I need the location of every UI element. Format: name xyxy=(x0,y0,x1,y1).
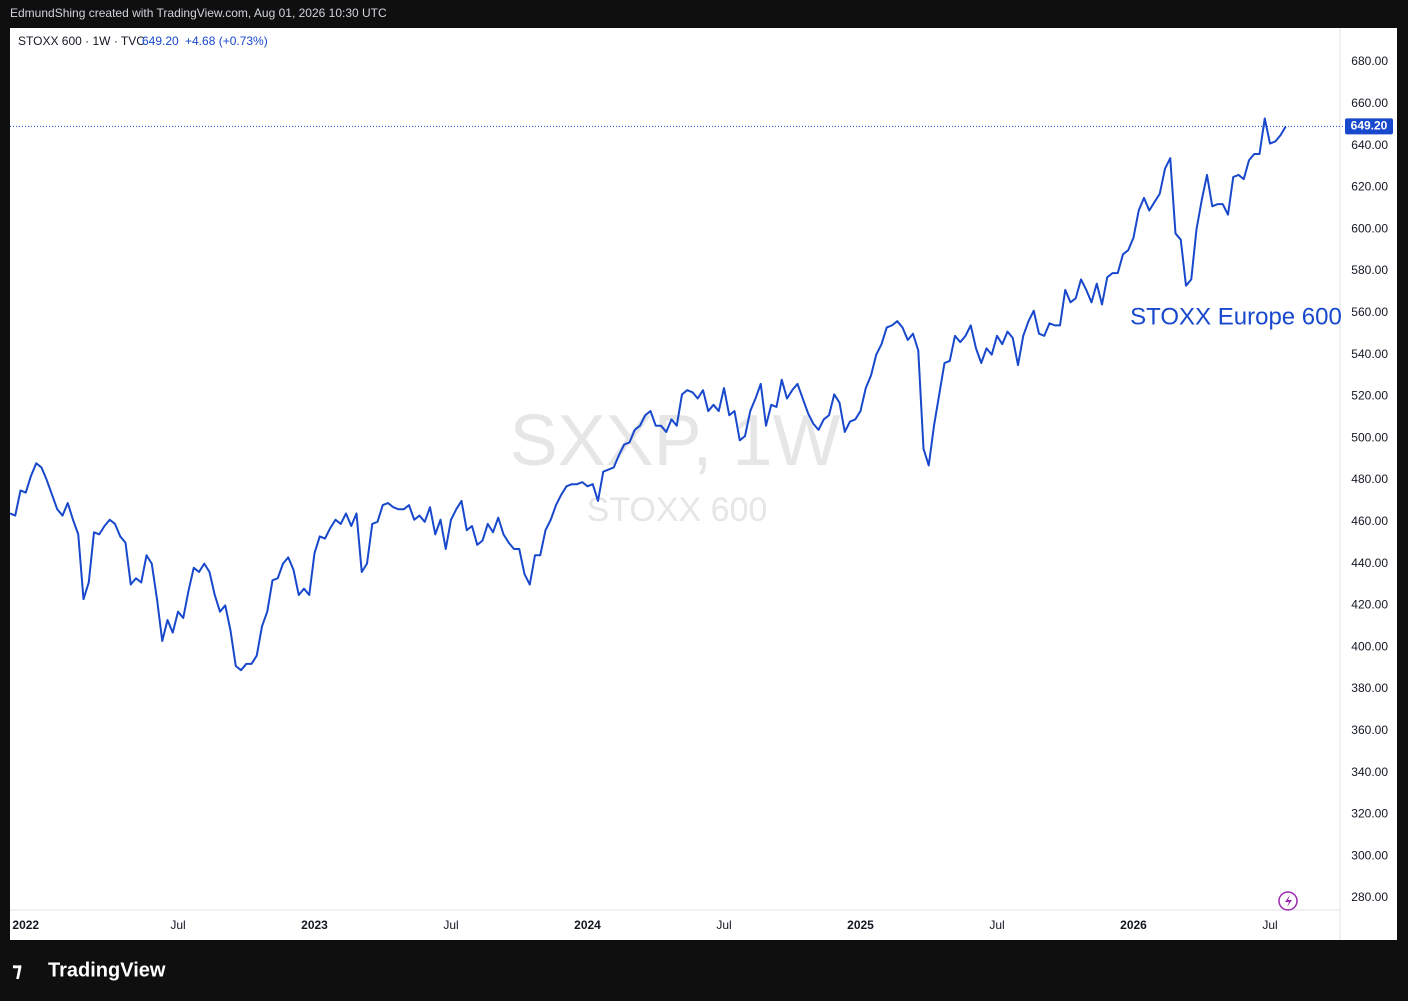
y-tick-label: 320.00 xyxy=(1351,807,1388,821)
logo-mark: ⁊ xyxy=(12,959,22,981)
change: +4.68 (+0.73%) xyxy=(185,34,268,48)
x-tick-label: 2025 xyxy=(847,918,874,932)
y-tick-label: 440.00 xyxy=(1351,556,1388,570)
x-tick-label: 2023 xyxy=(301,918,328,932)
y-tick-label: 400.00 xyxy=(1351,639,1388,653)
y-tick-label: 360.00 xyxy=(1351,723,1388,737)
x-tick-label: 2026 xyxy=(1120,918,1147,932)
y-tick-label: 300.00 xyxy=(1351,848,1388,862)
annotation: STOXX Europe 600 xyxy=(1130,303,1342,330)
alert-icon[interactable] xyxy=(1278,891,1298,911)
price-tag xyxy=(1345,118,1393,135)
y-tick-label: 680.00 xyxy=(1351,54,1388,68)
y-tick-label: 500.00 xyxy=(1351,430,1388,444)
y-tick-label: 420.00 xyxy=(1351,598,1388,612)
x-tick-label: Jul xyxy=(443,918,458,932)
y-tick-label: 480.00 xyxy=(1351,472,1388,486)
watermark-sub: STOXX 600 xyxy=(587,491,768,529)
credit: EdmundShing created with TradingView.com… xyxy=(10,6,387,20)
y-tick-label: 660.00 xyxy=(1351,96,1388,110)
x-tick-label: 2022 xyxy=(12,918,39,932)
y-tick-label: 560.00 xyxy=(1351,305,1388,319)
y-tick-label: 580.00 xyxy=(1351,263,1388,277)
y-tick-label: 520.00 xyxy=(1351,389,1388,403)
y-tick-label: 640.00 xyxy=(1351,138,1388,152)
chart-panel xyxy=(10,28,1397,940)
x-tick-label: 2024 xyxy=(574,918,601,932)
y-tick-label: 540.00 xyxy=(1351,347,1388,361)
brand: TradingView xyxy=(48,959,166,981)
y-tick-label: 600.00 xyxy=(1351,221,1388,235)
x-tick-label: Jul xyxy=(989,918,1004,932)
price-line xyxy=(9,117,1287,672)
y-tick-label: 460.00 xyxy=(1351,514,1388,528)
y-tick-label: 280.00 xyxy=(1351,890,1388,904)
y-tick-label: 620.00 xyxy=(1351,180,1388,194)
last-price: 649.20 xyxy=(142,34,179,48)
y-tick-label: 380.00 xyxy=(1351,681,1388,695)
watermark: SXXP, 1W xyxy=(510,401,841,481)
x-tick-label: Jul xyxy=(1262,918,1277,932)
alert-bolt xyxy=(1285,895,1292,907)
symbol: STOXX 600 · 1W · TVC xyxy=(18,34,145,48)
y-tick-label: 340.00 xyxy=(1351,765,1388,779)
x-tick-label: Jul xyxy=(716,918,731,932)
x-tick-label: Jul xyxy=(170,918,185,932)
price-tag-label: 649.20 xyxy=(1351,119,1388,133)
